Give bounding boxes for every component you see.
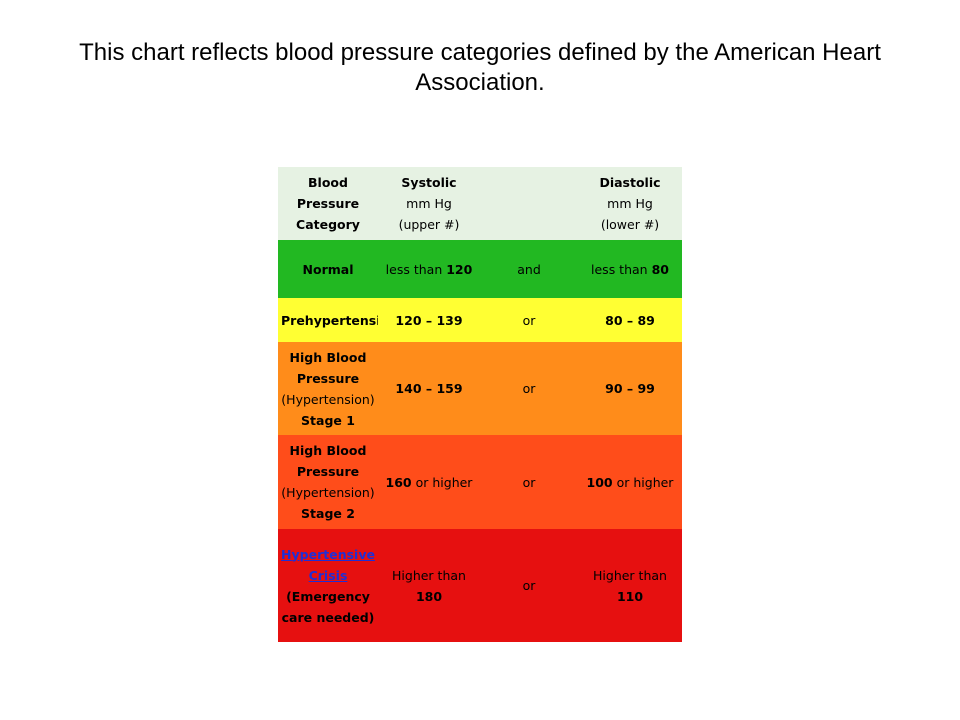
category-stage: Stage 1 (301, 412, 355, 428)
diastolic-value: 80 (651, 261, 669, 277)
systolic-value: 180 (415, 588, 443, 604)
category-hypertensive-crisis: Hypertensive Crisis (Emergency care need… (278, 529, 378, 642)
diastolic-stage-1: 90 – 99 (578, 342, 682, 435)
header-diastolic-note: (lower #) (600, 217, 660, 232)
category-plain: (Hypertension) (281, 391, 375, 407)
diastolic-stage-2: 100 or higher (578, 435, 682, 529)
diastolic-normal: less than 80 (578, 240, 682, 298)
header-diastolic: Diastolic mm Hg (lower #) (578, 167, 682, 240)
category-plain: (Hypertension) (281, 485, 375, 500)
table-row-prehypertension: Prehypertension 120 – 139 or 80 – 89 (278, 298, 682, 342)
diastolic-prehypertension: 80 – 89 (578, 298, 682, 342)
header-conjunction (480, 167, 578, 240)
header-systolic-unit: mm Hg (406, 196, 452, 211)
conjunction-normal: and (480, 240, 578, 298)
header-systolic: Systolic mm Hg (upper #) (378, 167, 480, 240)
systolic-suffix: or higher (415, 474, 473, 490)
conjunction-stage-1: or (480, 342, 578, 435)
category-stage: Stage 2 (301, 506, 355, 521)
systolic-stage-2: 160 or higher (378, 435, 480, 529)
category-stage-1: High Blood Pressure (Hypertension) Stage… (278, 342, 378, 435)
diastolic-value: 100 (586, 474, 613, 490)
systolic-value: 160 (385, 474, 412, 490)
diastolic-prefix: Higher than (593, 567, 667, 583)
diastolic-crisis: Higher than 110 (578, 529, 682, 642)
systolic-prefix: less than (385, 261, 443, 277)
systolic-value: 120 (446, 261, 473, 277)
table-row-hypertensive-crisis: Hypertensive Crisis (Emergency care need… (278, 529, 682, 642)
systolic-prehypertension: 120 – 139 (378, 298, 480, 342)
conjunction-crisis: or (480, 529, 578, 642)
systolic-prefix: Higher than (392, 567, 466, 583)
slide-title: This chart reflects blood pressure categ… (79, 39, 881, 96)
table-row-stage-1: High Blood Pressure (Hypertension) Stage… (278, 342, 682, 435)
table-row-stage-2: High Blood Pressure (Hypertension) Stage… (278, 435, 682, 529)
diastolic-prefix: less than (591, 261, 648, 277)
blood-pressure-table: Blood Pressure Category Systolic mm Hg (… (278, 167, 682, 642)
hypertensive-crisis-link[interactable]: Hypertensive Crisis (281, 546, 375, 583)
category-stage-2: High Blood Pressure (Hypertension) Stage… (278, 435, 378, 529)
diastolic-value: 110 (616, 588, 644, 604)
category-normal: Normal (278, 240, 378, 298)
category-bold: High Blood Pressure (289, 349, 367, 386)
diastolic-suffix: or higher (616, 474, 674, 490)
conjunction-stage-2: or (480, 435, 578, 529)
systolic-stage-1: 140 – 159 (378, 342, 480, 435)
header-diastolic-title: Diastolic (599, 175, 661, 190)
systolic-crisis: Higher than 180 (378, 529, 480, 642)
category-bold: High Blood Pressure (289, 443, 367, 479)
table-row-normal: Normal less than 120 and less than 80 (278, 240, 682, 298)
header-category: Blood Pressure Category (278, 167, 378, 240)
conjunction-prehypertension: or (480, 298, 578, 342)
table-header-row: Blood Pressure Category Systolic mm Hg (… (278, 167, 682, 240)
header-diastolic-unit: mm Hg (607, 196, 653, 211)
header-systolic-title: Systolic (401, 175, 457, 190)
category-note: (Emergency care needed) (281, 588, 375, 625)
header-systolic-note: (upper #) (398, 217, 460, 232)
category-prehypertension: Prehypertension (278, 298, 378, 342)
systolic-normal: less than 120 (378, 240, 480, 298)
